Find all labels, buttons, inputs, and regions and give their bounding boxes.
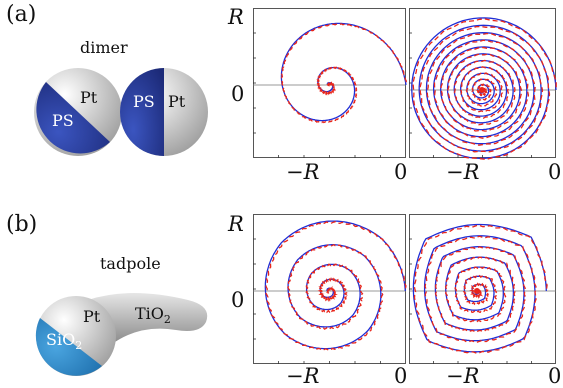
- model-curve: [412, 18, 557, 161]
- right-janus-sphere: [120, 68, 208, 156]
- panel-b-label: (b): [6, 212, 38, 237]
- panel-a-label: (a): [6, 2, 37, 27]
- dimer-caption: dimer: [80, 38, 128, 57]
- simulation-curve: [280, 22, 407, 122]
- b-axis-zero-x1: 0: [394, 364, 408, 388]
- dimer-ps-left: PS: [52, 111, 74, 130]
- a-axis-zero-x1: 0: [394, 160, 408, 184]
- a-axis-R: R: [228, 5, 244, 29]
- a-axis-zero-y: 0: [231, 82, 245, 106]
- model-curve: [413, 224, 548, 354]
- tadpole-tail: [88, 293, 208, 344]
- simulation-curve: [264, 220, 406, 350]
- dimer-pt-left: Pt: [80, 88, 98, 107]
- b-axis-R: R: [228, 212, 244, 236]
- b-axis-zero-y: 0: [231, 288, 245, 312]
- model-curve: [280, 23, 407, 124]
- b-axis-minusR-1: −R: [286, 364, 320, 388]
- left-janus-sphere: [34, 68, 122, 156]
- a-axis-zero-x2: 0: [548, 160, 562, 184]
- tadpole-tio2: TiO2: [135, 304, 171, 327]
- center-dot: [479, 87, 485, 93]
- plot-a-right: [409, 8, 557, 161]
- b-axis-minusR-2: −R: [446, 364, 480, 388]
- center-dot: [474, 288, 480, 294]
- plot-b-left: [253, 214, 407, 364]
- plot-a-left: [253, 8, 407, 158]
- b-axis-zero-x2: 0: [548, 364, 562, 388]
- dimer-ps-right: PS: [133, 92, 155, 111]
- model-curve: [265, 221, 407, 352]
- a-axis-minusR-1: −R: [286, 160, 320, 184]
- dimer-illustration: [34, 68, 208, 156]
- dimer-pt-right: Pt: [168, 92, 186, 111]
- tadpole-pt: Pt: [83, 307, 101, 326]
- tadpole-sio2: SiO2: [46, 330, 83, 353]
- tadpole-illustration: [35, 293, 208, 376]
- plot-b-right: [409, 214, 556, 364]
- a-axis-minusR-2: −R: [446, 160, 480, 184]
- simulation-curve: [412, 223, 547, 353]
- tadpole-caption: tadpole: [100, 254, 161, 273]
